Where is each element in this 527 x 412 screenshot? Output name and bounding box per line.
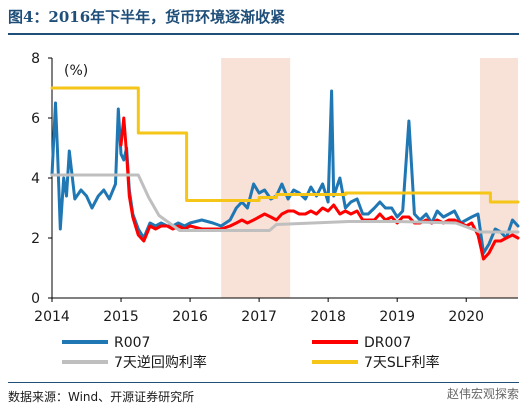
y-axis-label: (%) <box>64 63 88 79</box>
series-lines <box>50 86 520 261</box>
chart-legend: R007 DR007 7天逆回购利率 7天SLF利率 <box>62 335 440 371</box>
legend-label: DR007 <box>364 335 411 351</box>
x-tick-label: 2016 <box>172 309 208 325</box>
x-tick-label: 2014 <box>34 309 70 325</box>
y-tick-label: 8 <box>31 51 40 67</box>
chart-axes: 0 2 4 6 8 2014 2015 2016 2017 2018 2019 2020 <box>31 51 518 325</box>
legend-label: R007 <box>114 335 150 351</box>
x-tick-label: 2018 <box>310 309 346 325</box>
x-tick-label: 2019 <box>379 309 415 325</box>
y-tick-label: 4 <box>31 171 40 187</box>
legend-label: 7天SLF利率 <box>364 354 440 371</box>
shaded-period-2 <box>480 58 518 298</box>
source-note: 数据来源：Wind、开源证券研究所 <box>8 390 195 404</box>
x-tick-label: 2020 <box>448 309 484 325</box>
series-line-7-slf- <box>50 86 520 204</box>
series-line-r007 <box>50 89 520 255</box>
title-divider <box>8 33 519 35</box>
y-tick-label: 0 <box>31 291 40 307</box>
y-tick-label: 2 <box>31 231 40 247</box>
shaded-period-1 <box>221 58 291 298</box>
footer-divider <box>8 382 519 383</box>
x-tick-label: 2015 <box>103 309 139 325</box>
watermark: 赵伟宏观探索 <box>446 387 519 401</box>
y-tick-label: 6 <box>31 111 40 127</box>
legend-label: 7天逆回购利率 <box>114 354 207 371</box>
x-tick-label: 2017 <box>241 309 277 325</box>
series-line-7- <box>50 173 520 234</box>
shaded-periods <box>221 58 518 298</box>
figure-title: 图4：2016年下半年，货币环境逐渐收紧 <box>8 8 286 26</box>
